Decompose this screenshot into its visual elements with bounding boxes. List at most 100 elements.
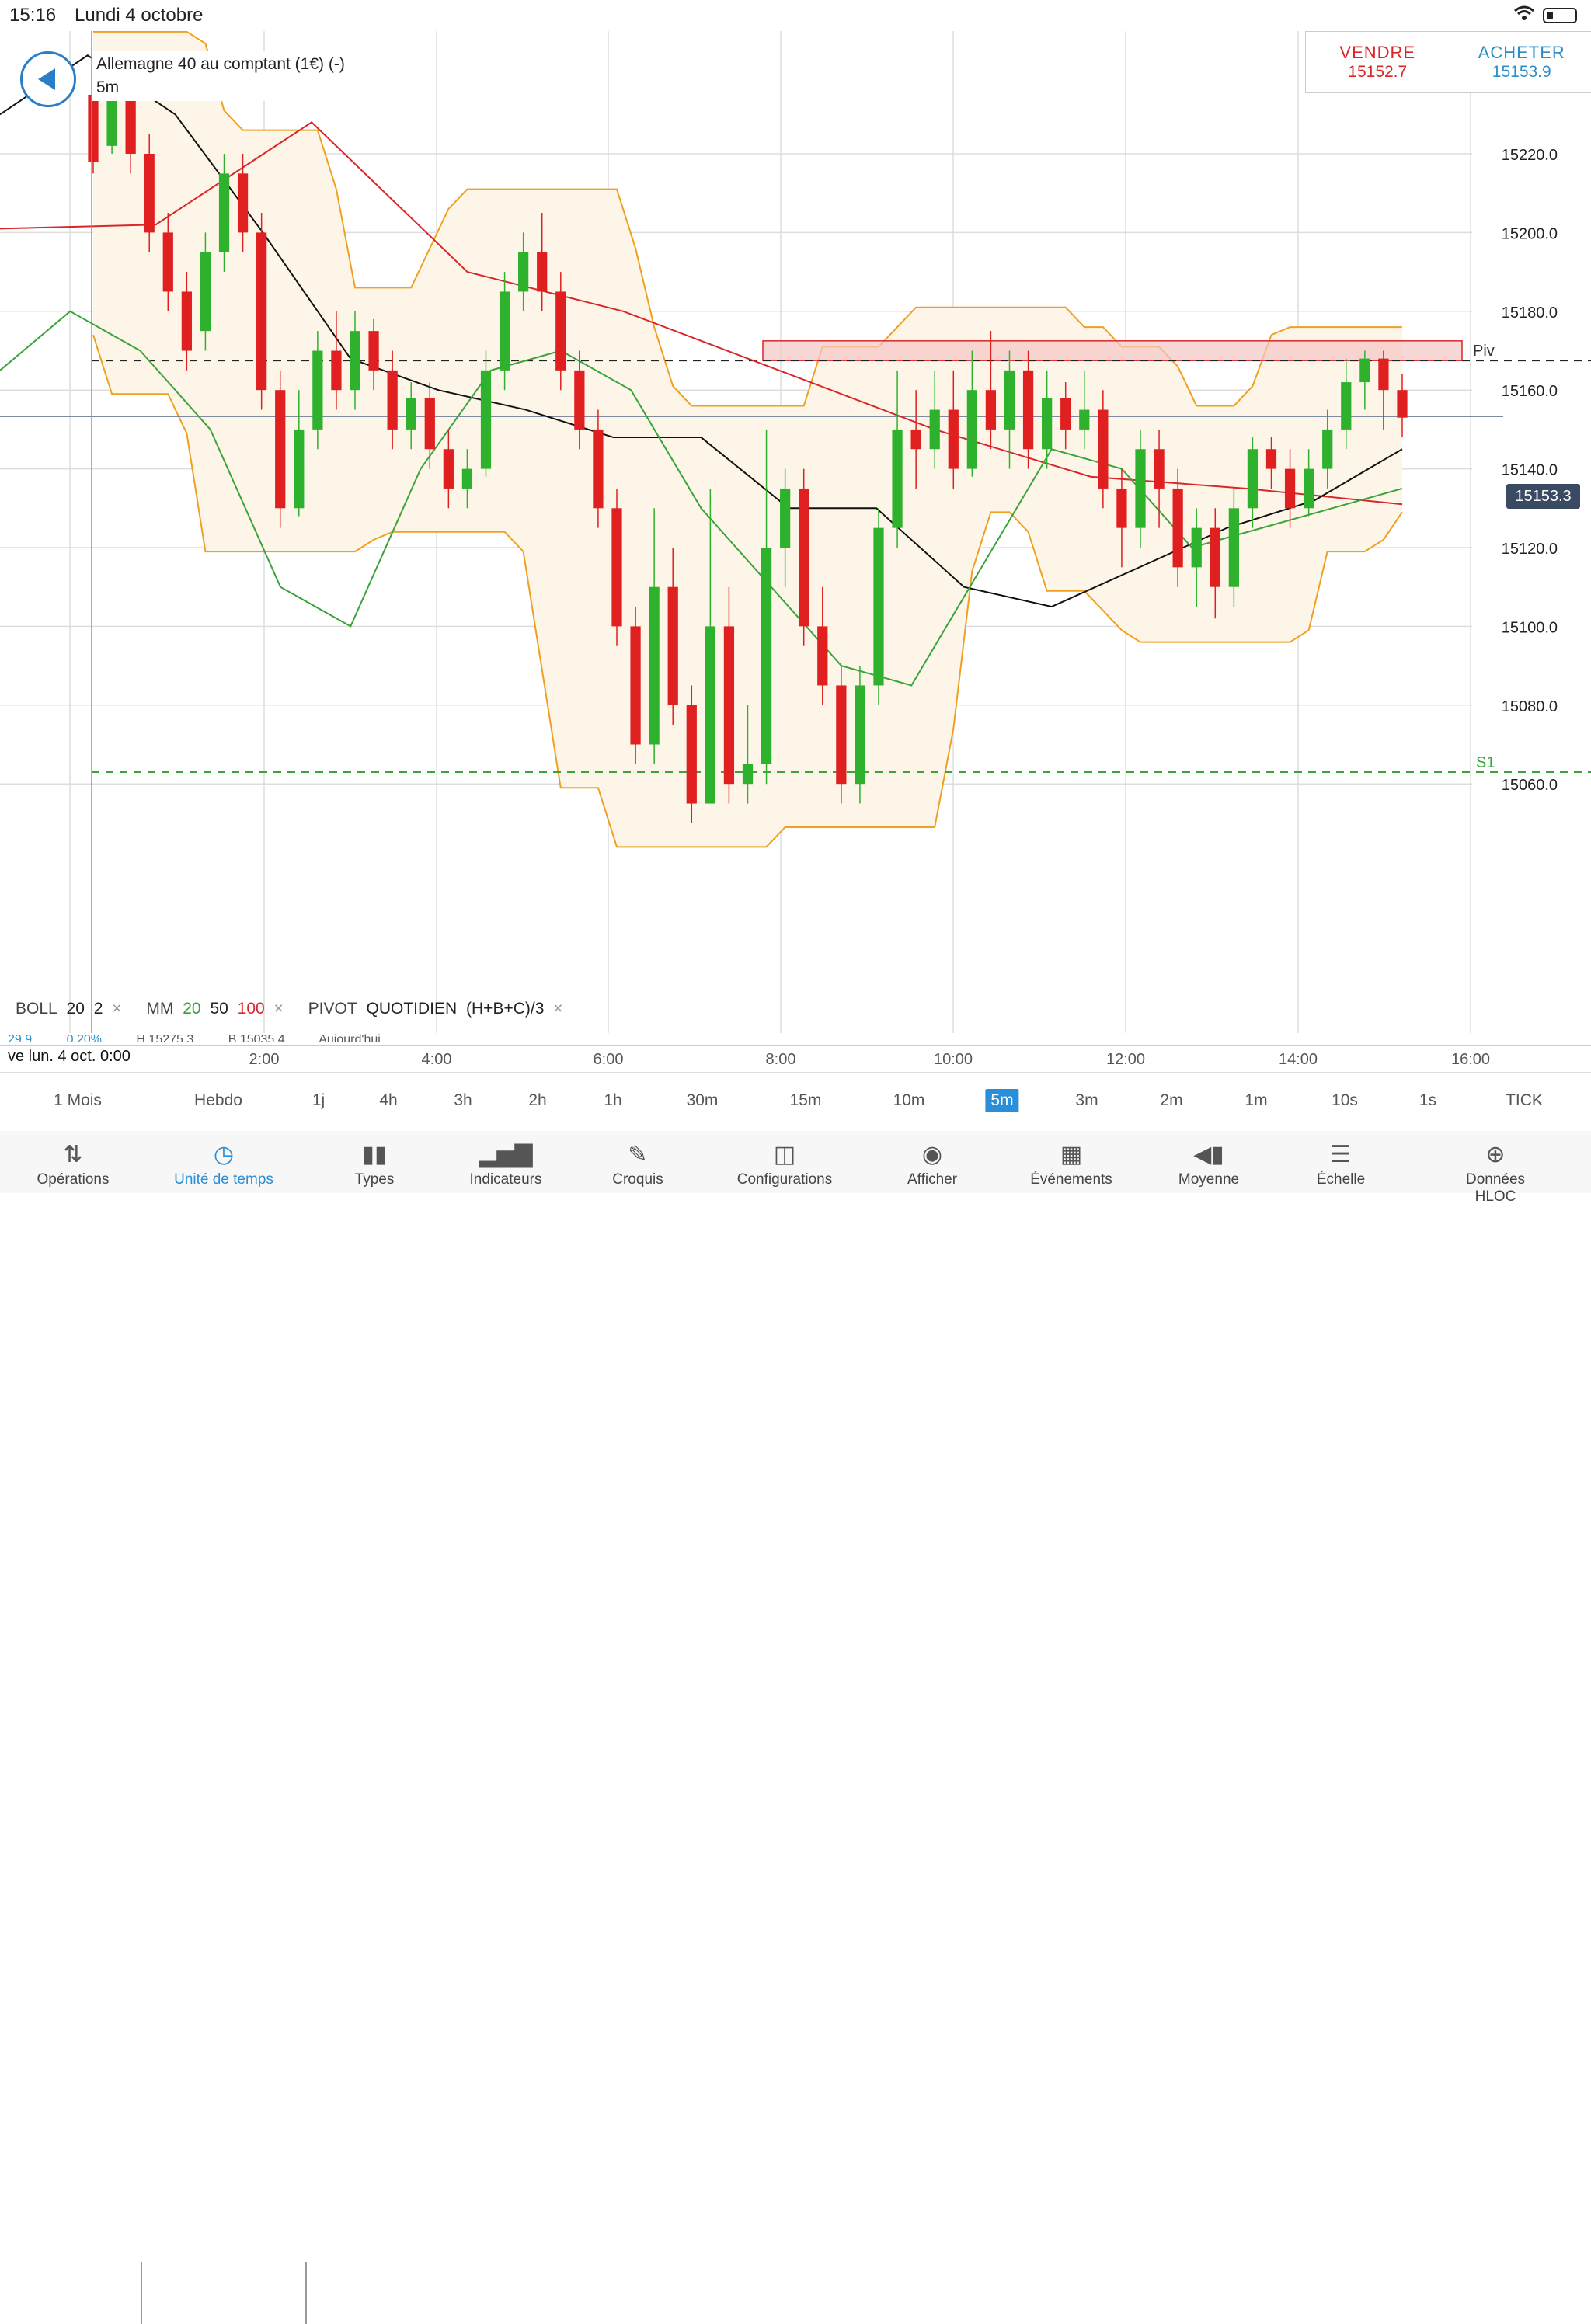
candle: [724, 626, 734, 784]
y-axis-label: 15160.0: [1502, 383, 1558, 400]
timeframe-2m[interactable]: 2m: [1160, 1091, 1182, 1110]
candle: [930, 410, 940, 450]
legend-boll[interactable]: BOLL: [16, 1000, 57, 1018]
timeframe-5m[interactable]: 5m: [985, 1089, 1018, 1112]
candle: [1322, 430, 1332, 469]
tool-label: Afficher: [907, 1171, 957, 1188]
status-bar: 15:16 Lundi 4 octobre: [0, 0, 1591, 31]
candle: [1192, 528, 1202, 568]
tool-eye[interactable]: ◉Afficher: [907, 1131, 957, 1193]
instrument-timeframe: 5m: [96, 76, 345, 99]
legend-boll-p1: 20: [67, 1000, 85, 1018]
timeframe-3h[interactable]: 3h: [454, 1091, 472, 1110]
candle: [1173, 489, 1183, 567]
tool-clock[interactable]: ◷Unité de temps: [174, 1131, 273, 1193]
price-chart[interactable]: PivS115220.015200.015180.015160.015140.0…: [0, 31, 1591, 1045]
bottom-toolbar: ⇅Opérations ◷Unité de temps ▮▮Types ▂▅▇Indi…: [0, 1131, 1591, 1193]
tool-scale[interactable]: ☰Échelle: [1317, 1131, 1365, 1193]
candle: [668, 587, 678, 705]
tool-layout[interactable]: ◫Configurations: [737, 1131, 833, 1193]
candle: [836, 685, 846, 784]
status-date: Lundi 4 octobre: [75, 5, 203, 26]
candle: [294, 430, 304, 508]
legend-pivot-period: QUOTIDIEN: [367, 1000, 458, 1018]
legend-mm[interactable]: MM: [146, 1000, 173, 1018]
sub-legend-v1: 29.9: [8, 1033, 32, 1042]
remove-boll-icon[interactable]: ×: [112, 1000, 121, 1018]
layout-icon: ◫: [737, 1139, 833, 1171]
active-tool-frame: [141, 2262, 307, 2324]
candle: [1042, 398, 1052, 449]
candle: [1341, 382, 1351, 430]
timeframe-1h[interactable]: 1h: [604, 1091, 621, 1110]
remove-mm-icon[interactable]: ×: [274, 1000, 284, 1018]
tool-pencil[interactable]: ✎Croquis: [612, 1131, 663, 1193]
candle: [163, 232, 173, 291]
candle: [500, 291, 510, 370]
tool-bars[interactable]: ▂▅▇Indicateurs: [470, 1131, 542, 1193]
back-button[interactable]: [20, 51, 76, 107]
timeframe-10m[interactable]: 10m: [893, 1091, 925, 1110]
timeframe-1j[interactable]: 1j: [312, 1091, 325, 1110]
timeframe-1-mois[interactable]: 1 Mois: [54, 1091, 102, 1110]
tool-crosshair[interactable]: ⊕Données HLOC: [1448, 1131, 1544, 1193]
tool-label: Données HLOC: [1448, 1171, 1544, 1205]
candle: [537, 252, 547, 292]
candle: [350, 331, 360, 390]
indicator-legend: BOLL 20 2 × MM 20 50 100 × PIVOT QUOTIDI…: [16, 1000, 583, 1018]
y-axis-label: 15180.0: [1502, 304, 1558, 322]
timeframe-hebdo[interactable]: Hebdo: [194, 1091, 242, 1110]
candles-icon: ▮▮: [355, 1139, 395, 1171]
tool-label: Croquis: [612, 1171, 663, 1188]
pivot-label: Piv: [1473, 343, 1495, 360]
candle: [593, 430, 603, 508]
timeframe-1s[interactable]: 1s: [1419, 1091, 1436, 1110]
candle: [88, 95, 98, 162]
instrument-info: Allemagne 40 au comptant (1€) (-) 5m: [92, 51, 350, 101]
candle: [1285, 469, 1295, 509]
candle: [200, 252, 211, 331]
candle: [219, 173, 229, 252]
candle: [649, 587, 660, 745]
timeframe-15m[interactable]: 15m: [790, 1091, 822, 1110]
candle: [1023, 371, 1033, 449]
sell-label: VENDRE: [1306, 43, 1450, 63]
timeframe-4h[interactable]: 4h: [379, 1091, 397, 1110]
timeframe-3m[interactable]: 3m: [1075, 1091, 1098, 1110]
candle: [817, 626, 827, 685]
candle: [444, 449, 454, 489]
legend-pivot[interactable]: PIVOT: [308, 1000, 357, 1018]
tool-candles[interactable]: ▮▮Types: [355, 1131, 395, 1193]
y-axis-label: 15100.0: [1502, 619, 1558, 636]
bars-icon: ▂▅▇: [470, 1139, 542, 1171]
candle: [425, 398, 435, 449]
candle: [611, 508, 621, 626]
remove-pivot-icon[interactable]: ×: [553, 1000, 562, 1018]
timeframe-tick[interactable]: TICK: [1506, 1091, 1543, 1110]
timeframe-30m[interactable]: 30m: [687, 1091, 719, 1110]
tool-label: Opérations: [37, 1171, 110, 1188]
y-axis-label: 15220.0: [1502, 147, 1558, 164]
buy-label: ACHETER: [1450, 43, 1591, 63]
tool-arrows[interactable]: ⇅Opérations: [37, 1131, 110, 1193]
tool-calendar[interactable]: ▦Événements: [1030, 1131, 1112, 1193]
candle: [182, 291, 192, 350]
candle: [331, 351, 341, 391]
pencil-icon: ✎: [612, 1139, 663, 1171]
candle: [1378, 359, 1388, 391]
candle: [873, 528, 883, 686]
timeframe-1m[interactable]: 1m: [1245, 1091, 1267, 1110]
sell-button[interactable]: VENDRE 15152.7: [1306, 32, 1450, 92]
tool-label: Événements: [1030, 1171, 1112, 1188]
tool-average[interactable]: ◀▮Moyenne: [1178, 1131, 1239, 1193]
timeframe-2h[interactable]: 2h: [528, 1091, 546, 1110]
candle: [144, 154, 155, 232]
buy-button[interactable]: ACHETER 15153.9: [1450, 32, 1591, 92]
instrument-name: Allemagne 40 au comptant (1€) (-): [96, 53, 345, 76]
x-axis-label: 8:00: [766, 1051, 796, 1068]
average-icon: ◀▮: [1178, 1139, 1239, 1171]
timeframe-10s[interactable]: 10s: [1332, 1091, 1358, 1110]
timeframe-bar: 1 Mois Hebdo 1j 4h 3h 2h 1h 30m 15m 10m 5m 3m 2m 1m 10…: [0, 1072, 1591, 1132]
battery-icon: [1543, 8, 1577, 23]
s1-label: S1: [1476, 754, 1495, 771]
